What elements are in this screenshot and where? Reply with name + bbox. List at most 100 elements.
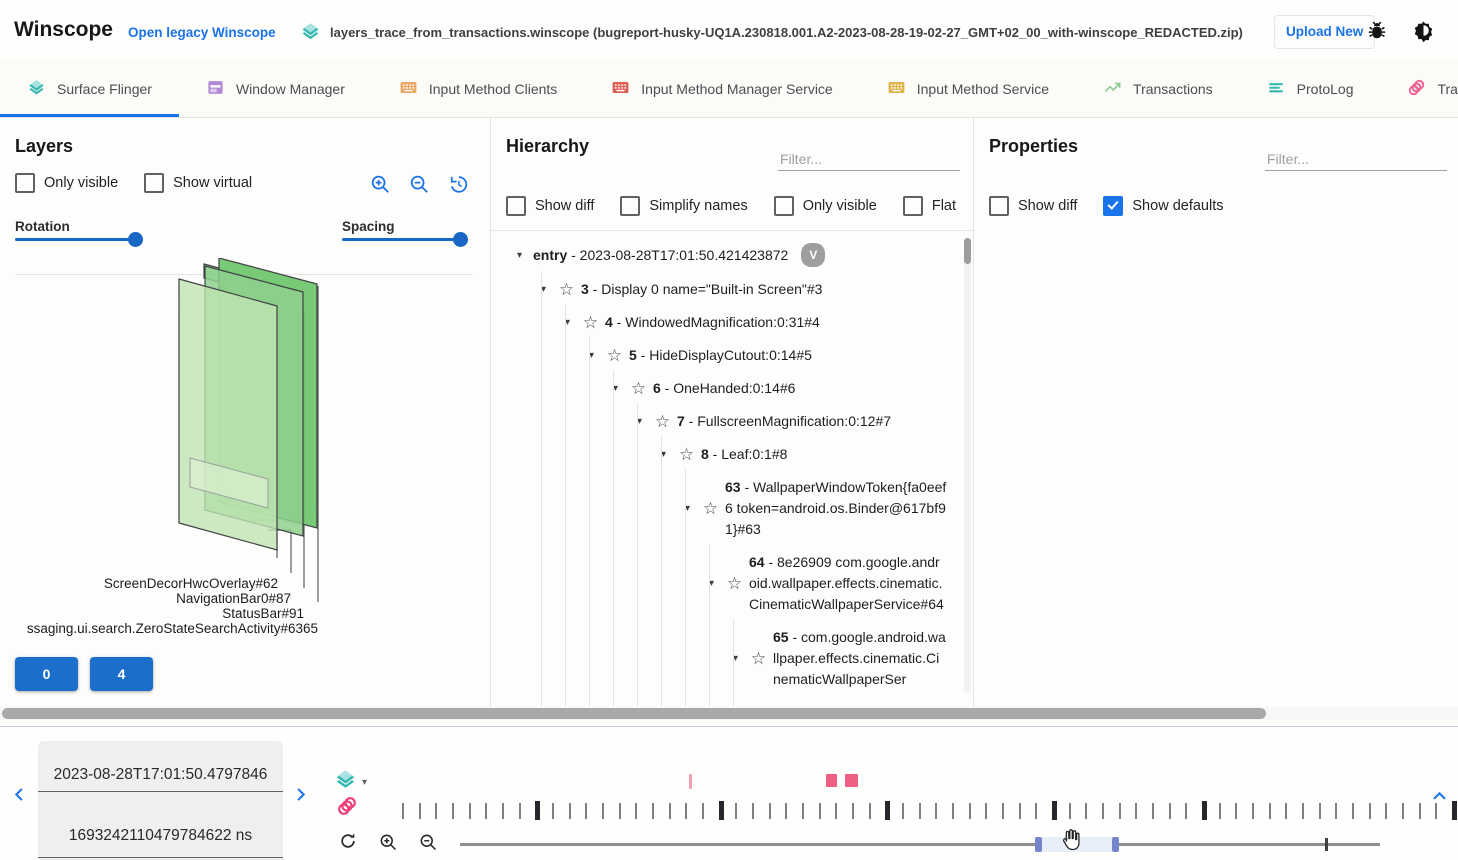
star-icon[interactable]: ☆ — [606, 346, 623, 365]
zoom-out-icon[interactable] — [408, 173, 430, 200]
tab-input-method-service[interactable]: Input Method Service — [860, 60, 1076, 117]
checkbox-show-diff[interactable]: Show diff — [506, 196, 594, 216]
dark-mode-toggle-icon[interactable] — [1412, 19, 1435, 47]
zoom-in-icon[interactable] — [369, 173, 391, 200]
slider-right-handle[interactable] — [1112, 837, 1119, 852]
timeline-refresh-icon[interactable] — [338, 831, 358, 856]
properties-filter-input[interactable] — [1265, 148, 1447, 171]
expand-caret-icon[interactable]: ▾ — [732, 653, 739, 664]
spacing-slider[interactable] — [342, 238, 462, 241]
upload-new-button[interactable]: Upload New — [1274, 15, 1376, 49]
ruler-tick — [818, 803, 821, 819]
star-icon[interactable]: ☆ — [726, 574, 743, 593]
expand-caret-icon[interactable]: ▾ — [708, 578, 715, 589]
hierarchy-filter-input[interactable] — [778, 148, 960, 171]
timeline-zoom-out-icon[interactable] — [418, 832, 438, 857]
next-entry-chevron-icon[interactable] — [291, 785, 310, 809]
tab-window-manager[interactable]: Window Manager — [179, 60, 372, 117]
transition-marker[interactable] — [845, 774, 858, 787]
checkbox-only-visible[interactable]: Only visible — [773, 196, 877, 216]
tree-node[interactable]: ▾ entry - 2023-08-28T17:01:50.421423872 V — [501, 237, 947, 273]
checkbox-flat[interactable]: Flat — [902, 196, 956, 216]
tree-node[interactable]: ▾ ☆ 7 - FullscreenMagnification:0:12#7 — [501, 405, 947, 438]
checkbox-show-virtual[interactable]: Show virtual — [144, 173, 252, 193]
expand-caret-icon[interactable]: ▾ — [588, 350, 595, 361]
spacing-label: Spacing — [342, 219, 395, 234]
star-icon[interactable]: ☆ — [582, 313, 599, 332]
star-icon[interactable]: ☆ — [702, 499, 719, 518]
open-legacy-link[interactable]: Open legacy Winscope — [128, 25, 276, 40]
expand-caret-icon[interactable]: ▾ — [684, 503, 691, 514]
display-id-button[interactable]: 0 — [15, 657, 78, 691]
ruler-tick — [435, 803, 438, 819]
checkbox-only-visible[interactable]: Only visible — [15, 173, 118, 193]
ruler-tick — [735, 803, 738, 819]
tab-transactions[interactable]: Transactions — [1076, 60, 1240, 117]
slider-position-marker[interactable] — [1325, 838, 1328, 851]
tab-transitions[interactable]: Transitions — [1380, 60, 1458, 117]
trace-dropdown-caret-icon[interactable]: ▾ — [362, 777, 368, 788]
star-icon[interactable]: ☆ — [750, 649, 767, 668]
tab-input-method-manager-service[interactable]: Input Method Manager Service — [584, 60, 859, 117]
reset-view-icon[interactable] — [447, 173, 469, 200]
star-icon[interactable]: ☆ — [654, 412, 671, 431]
expand-caret-icon[interactable]: ▾ — [612, 383, 619, 394]
loaded-file-name: layers_trace_from_transactions.winscope … — [330, 25, 1243, 40]
transitions-trace-icon[interactable] — [336, 795, 358, 822]
tab-input-method-clients[interactable]: Input Method Clients — [372, 60, 584, 117]
star-icon[interactable]: ☆ — [630, 379, 647, 398]
tab-surface-flinger[interactable]: Surface Flinger — [0, 60, 179, 117]
timeline-range-slider[interactable] — [460, 836, 1380, 854]
expand-caret-icon[interactable]: ▾ — [516, 249, 523, 261]
transition-marker[interactable] — [689, 774, 692, 789]
ruler-tick — [1318, 803, 1321, 819]
layers-3d-view[interactable] — [0, 258, 489, 658]
rotation-slider[interactable] — [15, 238, 137, 241]
rotation-slider-thumb[interactable] — [128, 232, 143, 247]
star-icon[interactable]: ☆ — [558, 280, 575, 299]
ruler-tick — [452, 803, 454, 819]
surface-flinger-trace-icon[interactable] — [334, 768, 357, 796]
layers-panel-title: Layers — [15, 136, 74, 156]
slider-left-handle[interactable] — [1035, 837, 1042, 852]
transition-marker[interactable] — [826, 774, 837, 787]
ruler-tick — [652, 803, 654, 819]
tree-node[interactable]: ▾ ☆ 3 - Display 0 name="Built-in Screen"#3 — [501, 273, 947, 306]
checkbox-simplify-names[interactable]: Simplify names — [620, 196, 748, 216]
expand-timeline-chevron-icon[interactable] — [1430, 787, 1449, 811]
ruler-tick — [668, 803, 671, 819]
checkbox-show-diff[interactable]: Show diff — [989, 196, 1077, 216]
human-time-input[interactable]: 2023-08-28T17:01:50.4797846 — [38, 741, 283, 792]
tree-node[interactable]: ▾ ☆ 64 - 8e26909 com.google.android.wallpa… — [501, 546, 947, 621]
report-bug-icon[interactable] — [1366, 19, 1388, 46]
main-horizontal-scrollbar-thumb[interactable] — [2, 708, 1266, 719]
ruler-major-tick — [885, 801, 891, 820]
star-icon[interactable]: ☆ — [678, 445, 695, 464]
timeline-zoom-in-icon[interactable] — [378, 832, 398, 857]
tree-node[interactable]: ▾ ☆ 4 - WindowedMagnification:0:31#4 — [501, 306, 947, 339]
hierarchy-scrollbar[interactable] — [964, 237, 971, 692]
spacing-slider-thumb[interactable] — [453, 232, 468, 247]
hierarchy-tree: ▾ entry - 2023-08-28T17:01:50.421423872 V ▾… — [501, 237, 947, 706]
expand-caret-icon[interactable]: ▾ — [636, 416, 643, 427]
ruler-tick — [1118, 803, 1121, 819]
expand-caret-icon[interactable]: ▾ — [540, 284, 547, 295]
tab-protolog[interactable]: ProtoLog — [1240, 60, 1381, 117]
tree-node[interactable]: ▾ ☆ 65 - com.google.android.wallpaper.effe… — [501, 621, 947, 696]
ns-time-input[interactable]: 1693242110479784622 ns — [38, 793, 283, 858]
hierarchy-scrollbar-thumb[interactable] — [964, 238, 971, 264]
tree-node[interactable]: ▾ ☆ 5 - HideDisplayCutout:0:14#5 — [501, 339, 947, 372]
expand-caret-icon[interactable]: ▾ — [564, 317, 571, 328]
display-id-button[interactable]: 4 — [90, 657, 153, 691]
tree-node[interactable]: ▾ ☆ 8 - Leaf:0:1#8 — [501, 438, 947, 471]
ruler-major-tick — [1452, 801, 1457, 820]
keyboard-icon — [399, 78, 418, 100]
tree-node[interactable]: ▾ ☆ 63 - WallpaperWindowToken{fa0eef6 toke… — [501, 471, 947, 546]
ruler-tick — [685, 803, 688, 819]
previous-entry-chevron-icon[interactable] — [10, 785, 29, 809]
expand-caret-icon[interactable]: ▾ — [660, 449, 667, 460]
tree-node[interactable]: ▾ ☆ 6 - OneHanded:0:14#6 — [501, 372, 947, 405]
timeline-ruler[interactable] — [402, 770, 1457, 822]
checkbox-show-defaults[interactable]: Show defaults — [1103, 196, 1223, 216]
